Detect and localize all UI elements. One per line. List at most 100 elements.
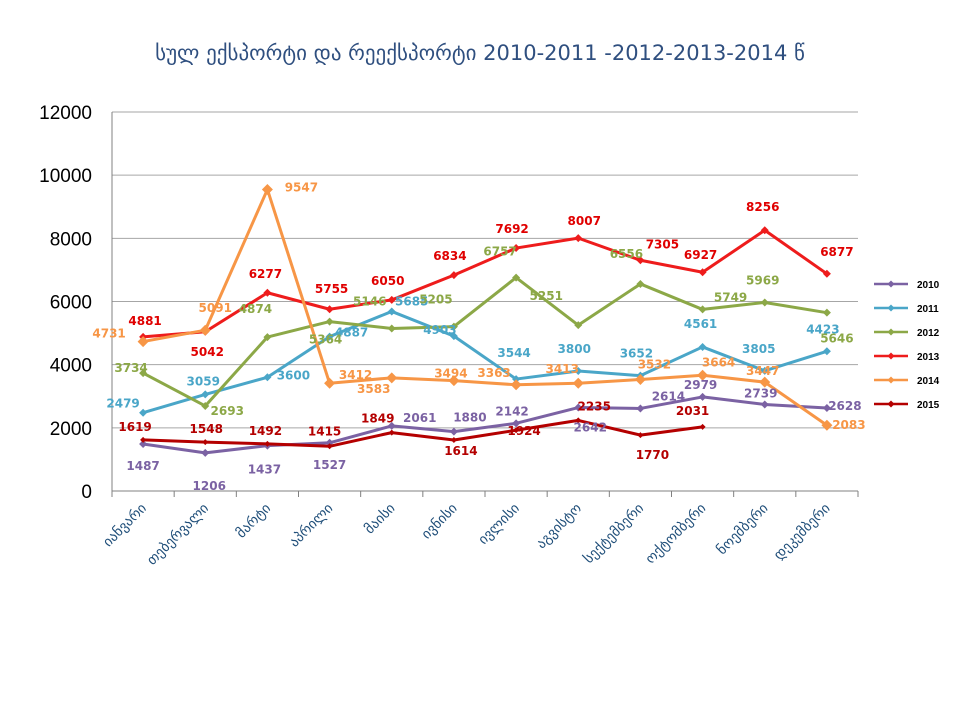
data-label-2011: 4903 [423, 323, 456, 337]
data-label-2014: 3494 [434, 367, 467, 381]
data-label-2011: 3800 [558, 342, 591, 356]
legend-label-2013: 2013 [917, 352, 940, 363]
data-label-2011: 3805 [742, 342, 775, 356]
data-point-2014 [324, 377, 336, 389]
data-label-2011: 3059 [187, 374, 220, 388]
data-label-2015: 1614 [444, 444, 477, 458]
x-tick-label: ივნისი [419, 501, 461, 543]
data-label-2013: 4881 [128, 314, 161, 328]
data-point-2014 [448, 375, 460, 387]
data-point-2015 [637, 432, 644, 439]
data-label-2014: 3664 [702, 355, 735, 369]
data-label-2010: 1880 [453, 411, 486, 425]
data-label-2015: 2031 [676, 404, 709, 418]
data-label-2015: 1415 [308, 424, 341, 438]
data-point-2015 [450, 437, 457, 444]
data-point-2015 [264, 440, 271, 447]
data-point-2010 [822, 403, 831, 412]
legend-marker-2013 [887, 352, 895, 360]
data-point-2015 [388, 429, 395, 436]
data-point-2014 [697, 369, 709, 381]
y-tick-label: 6000 [50, 293, 92, 314]
data-label-2015: 1770 [636, 448, 669, 462]
legend-label-2015: 2015 [917, 400, 940, 411]
data-label-2012: 5364 [309, 333, 342, 347]
x-tick-label: ივლისი [475, 501, 522, 548]
legend-marker-2014 [887, 376, 895, 384]
data-point-2012 [574, 321, 583, 330]
data-point-2015 [202, 439, 209, 446]
data-point-2012 [822, 308, 831, 317]
data-label-2015: 1849 [361, 412, 394, 426]
y-tick-label: 0 [81, 482, 92, 503]
data-point-2011 [512, 375, 521, 384]
data-label-2013: 5755 [315, 282, 348, 296]
data-point-2011 [574, 366, 583, 375]
data-point-2012 [512, 273, 521, 282]
data-label-2011: 4561 [684, 317, 717, 331]
data-label-2010: 2739 [744, 386, 777, 400]
data-label-2013: 7692 [495, 222, 528, 236]
data-point-2010 [139, 440, 148, 449]
data-point-2013 [263, 288, 272, 297]
data-label-2013: 6927 [684, 248, 717, 262]
data-label-2015: 1492 [249, 424, 282, 438]
data-point-2014 [261, 183, 273, 195]
data-point-2012 [325, 317, 334, 326]
data-label-2010: 2142 [495, 404, 528, 418]
data-point-2014 [634, 373, 646, 385]
data-label-2013: 7305 [646, 237, 679, 251]
data-label-2012: 3734 [114, 361, 147, 375]
gridlines [112, 111, 858, 492]
legend-marker-2015 [887, 400, 895, 408]
data-point-2015 [326, 443, 333, 450]
legend-marker-2010 [887, 280, 895, 288]
x-tick-label: სექტემბერი [580, 500, 647, 567]
data-point-2013 [636, 256, 645, 265]
data-point-2013 [574, 234, 583, 243]
data-point-2012 [201, 401, 210, 410]
series-line-2014 [142, 187, 828, 427]
data-label-2015: 1924 [507, 424, 540, 438]
data-label-2012: 5969 [746, 273, 779, 287]
data-labels: 1487 1206 1437 1527 2061 1880 2142 2642 26142979… [92, 180, 865, 492]
data-label-2010: 2979 [684, 378, 717, 392]
data-label-2015: 1548 [190, 422, 223, 436]
data-label-2014: 5091 [199, 301, 232, 315]
x-tick-label: თებერვალი [143, 500, 212, 569]
data-label-2013: 8007 [568, 214, 601, 228]
data-label-2013: 6050 [371, 274, 404, 288]
data-label-2012: 5749 [714, 290, 747, 304]
x-tick-label: მაისი [362, 501, 399, 538]
data-point-2015 [699, 423, 706, 430]
data-label-2012: 5205 [419, 293, 452, 307]
data-label-2011: 3600 [277, 368, 310, 382]
data-point-2014 [759, 376, 771, 388]
data-point-2011 [449, 332, 458, 341]
y-tick-label: 4000 [50, 356, 92, 377]
data-point-2015 [140, 436, 147, 443]
data-label-2014: 3413 [546, 362, 579, 376]
data-label-2011: 4423 [806, 322, 839, 336]
data-point-2014 [510, 379, 522, 391]
data-label-2013: 6834 [433, 249, 466, 263]
data-label-2013: 6277 [249, 267, 282, 281]
data-point-2014 [572, 377, 584, 389]
data-label-2012: 5146 [353, 294, 386, 308]
data-point-2010 [760, 400, 769, 409]
x-tick-label: მარტი [233, 500, 275, 542]
data-point-2011 [325, 332, 334, 341]
x-tick-label: აგვისტო [533, 501, 585, 553]
data-label-2012: 2693 [211, 404, 244, 418]
data-point-2010 [574, 403, 583, 412]
data-point-2014 [821, 419, 833, 431]
data-label-2010: 2061 [403, 411, 436, 425]
data-point-2014 [137, 336, 149, 348]
data-point-2011 [263, 373, 272, 382]
data-label-2013: 5042 [191, 345, 224, 359]
legend: 2010 2011 2012 2013 2014 2015 [874, 280, 940, 411]
y-axis: 0 2000 4000 6000 8000 10000 12000 [39, 103, 113, 503]
data-label-2010: 2628 [828, 399, 861, 413]
data-label-2014: 3447 [746, 364, 779, 378]
